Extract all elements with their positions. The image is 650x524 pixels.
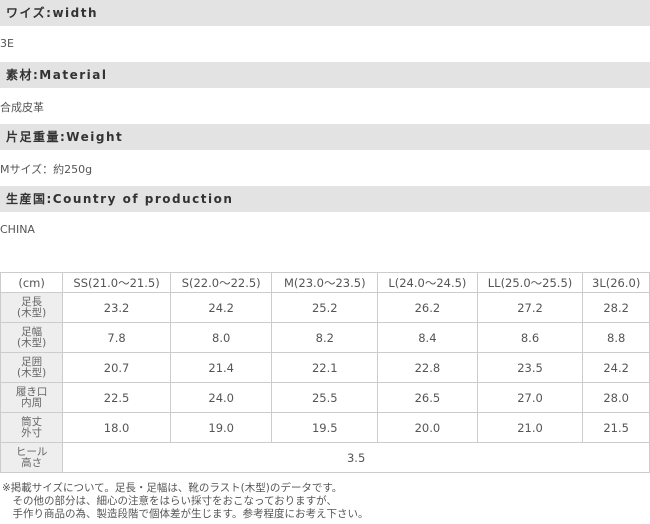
cell: 19.0 bbox=[169, 412, 273, 443]
table-row: 足幅 (木型) 7.8 8.0 8.2 8.4 8.6 8.8 bbox=[0, 322, 650, 353]
header-cell: 3L(26.0) bbox=[582, 272, 650, 293]
cell: 27.0 bbox=[476, 382, 584, 413]
section-value: CHINA bbox=[0, 223, 35, 236]
cell: 22.1 bbox=[271, 352, 379, 383]
cell: 3.5 bbox=[62, 442, 650, 473]
cell: 24.0 bbox=[169, 382, 273, 413]
section-value: 合成皮革 bbox=[0, 101, 44, 114]
notes: ※掲載サイズについて。足長・足幅は、靴のラスト(木型)のデータです。 その他の部… bbox=[2, 482, 368, 521]
cell: 24.2 bbox=[582, 352, 650, 383]
row-label-line: 足囲 bbox=[21, 355, 43, 368]
row-label-line: 履き口 bbox=[15, 385, 48, 398]
row-label-line: ヒール bbox=[15, 445, 48, 458]
cell: 21.0 bbox=[476, 412, 584, 443]
cell: 23.5 bbox=[476, 352, 584, 383]
row-label: ヒール 高さ bbox=[0, 442, 64, 473]
row-label: 筒丈 外寸 bbox=[0, 412, 64, 443]
row-label: 履き口 内周 bbox=[0, 382, 64, 413]
cell: 21.4 bbox=[169, 352, 273, 383]
row-label-line: 筒丈 bbox=[21, 415, 43, 428]
size-table: (cm) SS(21.0～21.5) S(22.0～22.5) M(23.0～23.5… bbox=[0, 272, 650, 473]
header-row: (cm) SS(21.0～21.5) S(22.0～22.5) M(23.0～23.5… bbox=[0, 272, 650, 293]
cell: 24.2 bbox=[169, 292, 273, 323]
header-cell: S(22.0～22.5) bbox=[169, 272, 273, 293]
cell: 7.8 bbox=[62, 322, 171, 353]
section-heading: 生産国:Country of production bbox=[0, 186, 650, 212]
cell: 21.5 bbox=[582, 412, 650, 443]
header-cell: LL(25.0～25.5) bbox=[476, 272, 584, 293]
table-row: 足長 (木型) 23.2 24.2 25.2 26.2 27.2 28.2 bbox=[0, 292, 650, 323]
cell: 19.5 bbox=[271, 412, 379, 443]
row-label-line: 足長 bbox=[21, 295, 43, 308]
row-label-line: (木型) bbox=[17, 366, 47, 379]
cell: 28.0 bbox=[582, 382, 650, 413]
cell: 27.2 bbox=[476, 292, 584, 323]
note-line: 手作り商品の為、製造段階で個体差が生じます。参考程度にお考え下さい。 bbox=[2, 508, 369, 520]
section-value: Mサイズ：約250g bbox=[0, 163, 93, 176]
table-row: ヒール 高さ 3.5 bbox=[0, 442, 650, 473]
note-line: ※掲載サイズについて。足長・足幅は、靴のラスト(木型)のデータです。 bbox=[2, 482, 343, 494]
row-label-line: 高さ bbox=[21, 456, 43, 469]
cell: 22.8 bbox=[377, 352, 478, 383]
cell: 26.5 bbox=[377, 382, 478, 413]
cell: 25.5 bbox=[271, 382, 379, 413]
cell: 18.0 bbox=[62, 412, 171, 443]
row-label-line: (木型) bbox=[17, 336, 47, 349]
row-label: 足長 (木型) bbox=[0, 292, 64, 323]
row-label-line: 外寸 bbox=[21, 426, 43, 439]
cell: 26.2 bbox=[377, 292, 478, 323]
cell: 8.8 bbox=[582, 322, 650, 353]
cell: 8.0 bbox=[169, 322, 273, 353]
table-row: 履き口 内周 22.5 24.0 25.5 26.5 27.0 28.0 bbox=[0, 382, 650, 413]
row-label-line: 内周 bbox=[21, 396, 43, 409]
row-label-line: 足幅 bbox=[21, 325, 43, 338]
cell: 23.2 bbox=[62, 292, 171, 323]
header-cell: L(24.0～24.5) bbox=[377, 272, 478, 293]
row-label: 足幅 (木型) bbox=[0, 322, 64, 353]
section-value: 3E bbox=[0, 37, 14, 50]
header-cell: M(23.0～23.5) bbox=[271, 272, 379, 293]
table-row: 足囲 (木型) 20.7 21.4 22.1 22.8 23.5 24.2 bbox=[0, 352, 650, 383]
row-label: 足囲 (木型) bbox=[0, 352, 64, 383]
cell: 20.0 bbox=[377, 412, 478, 443]
section-heading: ワイズ:width bbox=[0, 0, 650, 26]
cell: 8.4 bbox=[377, 322, 478, 353]
cell: 25.2 bbox=[271, 292, 379, 323]
cell: 22.5 bbox=[62, 382, 171, 413]
row-label-line: (木型) bbox=[17, 306, 47, 319]
cell: 8.6 bbox=[476, 322, 584, 353]
cell: 8.2 bbox=[271, 322, 379, 353]
section-heading: 素材:Material bbox=[0, 62, 650, 88]
header-cell: (cm) bbox=[0, 272, 64, 293]
table-row: 筒丈 外寸 18.0 19.0 19.5 20.0 21.0 21.5 bbox=[0, 412, 650, 443]
note-line: その他の部分は、細心の注意をはらい採寸をおこなっておりますが、 bbox=[2, 495, 337, 507]
header-cell: SS(21.0～21.5) bbox=[62, 272, 171, 293]
cell: 20.7 bbox=[62, 352, 171, 383]
cell: 28.2 bbox=[582, 292, 650, 323]
section-heading: 片足重量:Weight bbox=[0, 124, 650, 150]
